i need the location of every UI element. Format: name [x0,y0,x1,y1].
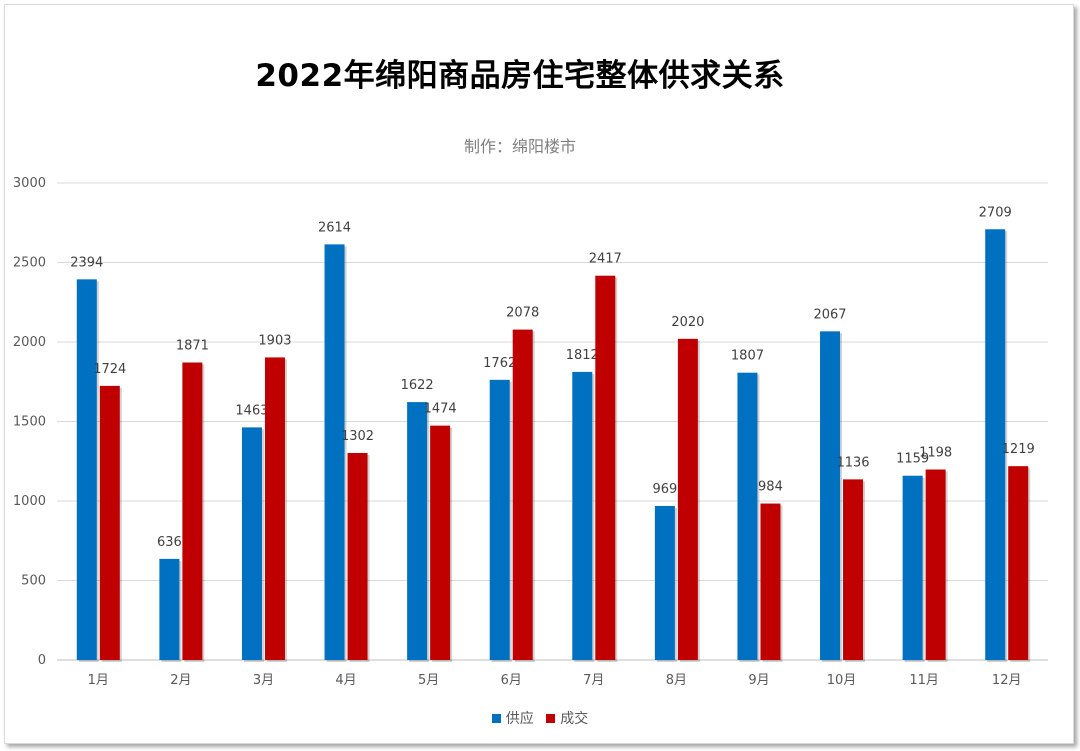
y-tick-label: 500 [21,574,46,589]
chart-frame [4,4,1074,744]
data-label-deals: 2020 [671,315,704,330]
chart-title: 2022年绵阳商品房住宅整体供求关系 [255,58,785,94]
bar-supply [654,505,675,660]
chart-subtitle: 制作：绵阳楼市 [463,137,576,156]
bar-deals [347,452,368,660]
bar-supply [902,475,923,660]
legend-item-supply: 供应 [491,708,534,728]
data-label-deals: 2417 [589,252,622,267]
data-label-supply: 1622 [401,378,434,393]
bar-supply [407,402,428,660]
y-tick-label: 1500 [13,415,46,430]
data-label-supply: 1159 [896,452,929,467]
data-label-supply: 2394 [70,255,103,270]
bar-supply [76,279,97,660]
x-tick-label: 4月 [335,673,356,688]
x-tick-label: 11月 [909,673,939,688]
data-label-supply: 969 [652,482,677,497]
data-label-deals: 1474 [424,402,457,417]
bar-supply [159,558,180,660]
legend-label-deals: 成交 [560,711,589,727]
data-label-deals: 1219 [1002,442,1035,457]
bar-supply [572,371,593,660]
bar-deals [760,503,781,660]
x-tick-label: 7月 [583,673,604,688]
data-label-supply: 1463 [235,403,268,418]
bar-deals [677,338,698,660]
bar-deals [1008,466,1029,660]
y-tick-label: 2500 [13,256,46,271]
bar-supply [241,427,262,660]
y-tick-label: 1000 [13,494,46,509]
data-label-supply: 636 [157,535,182,550]
bar-supply [737,372,758,660]
x-tick-label: 3月 [253,673,274,688]
data-label-deals: 1302 [341,429,374,444]
x-tick-label: 9月 [748,673,769,688]
data-label-deals: 1903 [258,333,291,348]
data-label-deals: 1198 [919,446,952,461]
data-label-deals: 2078 [506,306,539,321]
data-label-supply: 2614 [318,220,351,235]
chart-legend: 供应 成交 [0,708,1080,728]
x-tick-label: 5月 [418,673,439,688]
data-label-deals: 984 [758,480,783,495]
bar-deals [925,469,946,660]
bar-deals [264,357,285,660]
bar-deals [430,425,451,660]
bar-supply [820,331,841,660]
x-tick-label: 6月 [501,673,522,688]
bar-deals [182,362,203,660]
y-tick-label: 3000 [13,176,46,191]
data-label-deals: 1136 [836,455,869,470]
data-label-deals: 1724 [93,362,126,377]
legend-swatch-supply [491,713,501,723]
data-label-supply: 2067 [813,307,846,322]
legend-swatch-deals [546,713,556,723]
y-tick-label: 0 [38,653,46,668]
data-label-supply: 1812 [566,348,599,363]
x-tick-label: 1月 [88,673,109,688]
bar-deals [843,479,864,660]
bar-deals [512,329,533,660]
data-label-supply: 2709 [979,205,1012,220]
y-tick-label: 2000 [13,335,46,350]
data-label-supply: 1807 [731,349,764,364]
legend-label-supply: 供应 [505,711,534,727]
x-tick-label: 12月 [992,673,1022,688]
legend-item-deals: 成交 [546,708,588,728]
data-label-deals: 1871 [176,339,209,354]
x-tick-label: 2月 [170,673,191,688]
bar-supply [985,229,1006,661]
bar-supply [324,244,345,660]
bar-deals [595,275,616,660]
bar-deals [99,385,120,660]
x-tick-label: 10月 [827,673,857,688]
x-tick-label: 8月 [666,673,687,688]
bar-supply [489,379,510,660]
data-label-supply: 1762 [483,356,516,371]
